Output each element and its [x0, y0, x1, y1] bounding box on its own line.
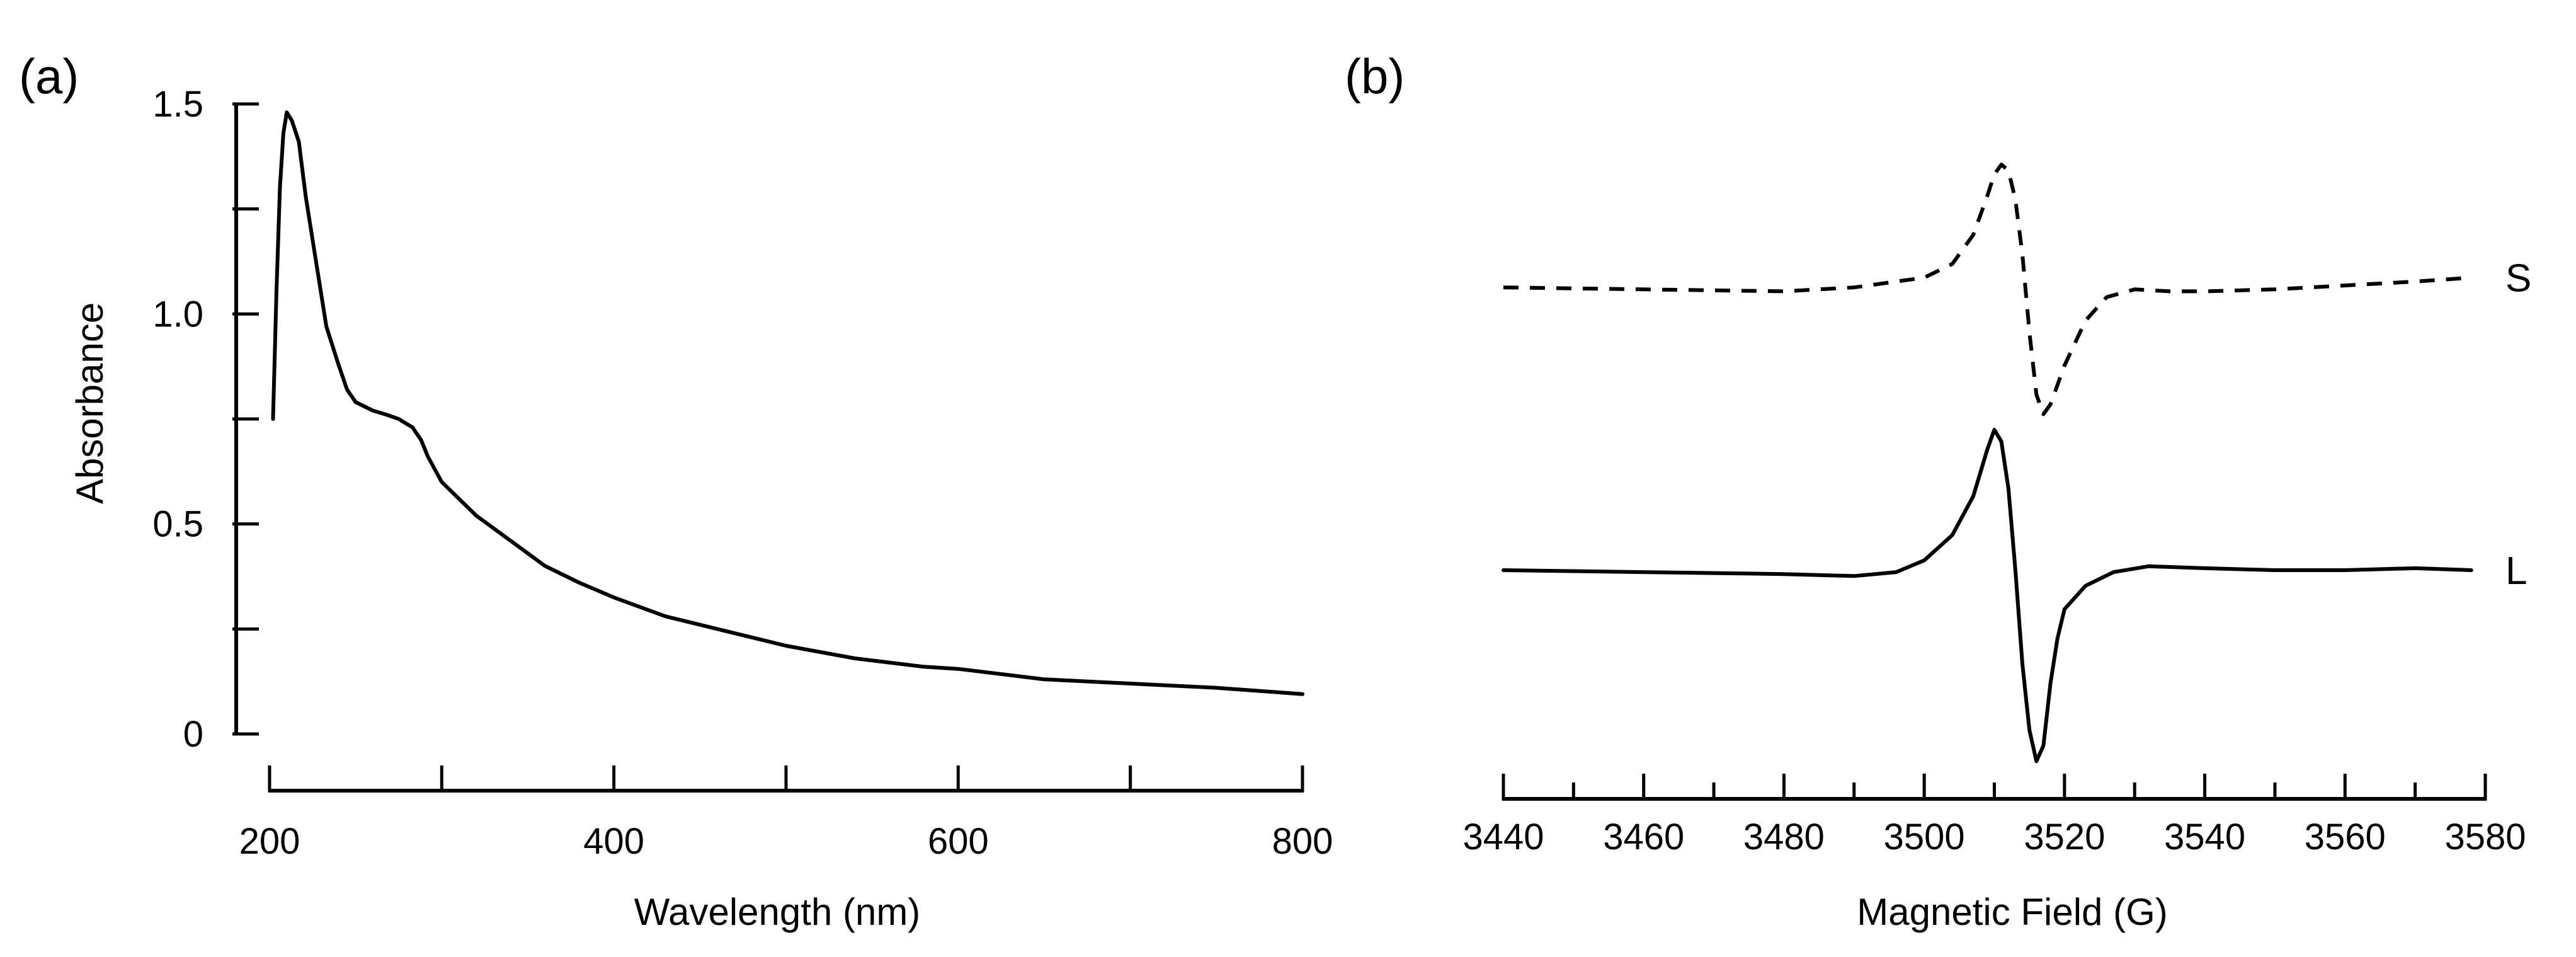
- y-tick-label: 1.5: [152, 84, 203, 125]
- x-axis-title: Magnetic Field (G): [1857, 891, 2167, 933]
- plot-area: SL: [1502, 163, 2531, 764]
- x-tick-label: 3560: [2305, 817, 2386, 857]
- x-tick-label: 3480: [1743, 817, 1825, 857]
- series-label-L: L: [2505, 549, 2527, 593]
- x-tick-label: 3440: [1462, 817, 1544, 857]
- x-axis-title: Wavelength (nm): [634, 891, 921, 933]
- panel-b-epr-chart: (b) 3440 3460 3480 3500 3520 3540 3560 3580 Mag…: [1345, 49, 2531, 933]
- x-tick-label: 3540: [2164, 817, 2245, 857]
- x-tick-label: 400: [583, 821, 644, 862]
- panel-a-label: (a): [19, 49, 79, 104]
- x-tick-label: 600: [928, 821, 989, 862]
- y-tick-label: 0: [183, 714, 203, 755]
- y-axis: 0 0.5 1.0 1.5: [152, 84, 259, 755]
- x-axis: 200 400 600 800: [239, 765, 1333, 862]
- series-line-L: [1502, 428, 2473, 764]
- x-tick-label: 800: [1272, 821, 1333, 862]
- panel-a-absorbance-chart: (a) 0 0.5 1.0 1.5 200 400 600 800 Absorbance W…: [19, 49, 1333, 933]
- plot-area: [271, 110, 1304, 696]
- y-axis-title: Absorbance: [69, 302, 111, 504]
- x-tick-label: 3580: [2444, 817, 2526, 857]
- x-tick-label: 200: [239, 821, 300, 862]
- series-line-S: [1503, 163, 2471, 416]
- panel-b-label: (b): [1345, 49, 1405, 104]
- y-tick-label: 1.0: [152, 294, 203, 335]
- x-tick-label: 3460: [1603, 817, 1684, 857]
- x-tick-label: 3520: [2024, 817, 2105, 857]
- x-axis: 3440 3460 3480 3500 3520 3540 3560 3580: [1462, 774, 2526, 857]
- series-line-absorbance: [271, 110, 1304, 696]
- y-tick-label: 0.5: [152, 504, 203, 545]
- series-label-S: S: [2505, 257, 2531, 301]
- x-tick-label: 3500: [1884, 817, 1965, 857]
